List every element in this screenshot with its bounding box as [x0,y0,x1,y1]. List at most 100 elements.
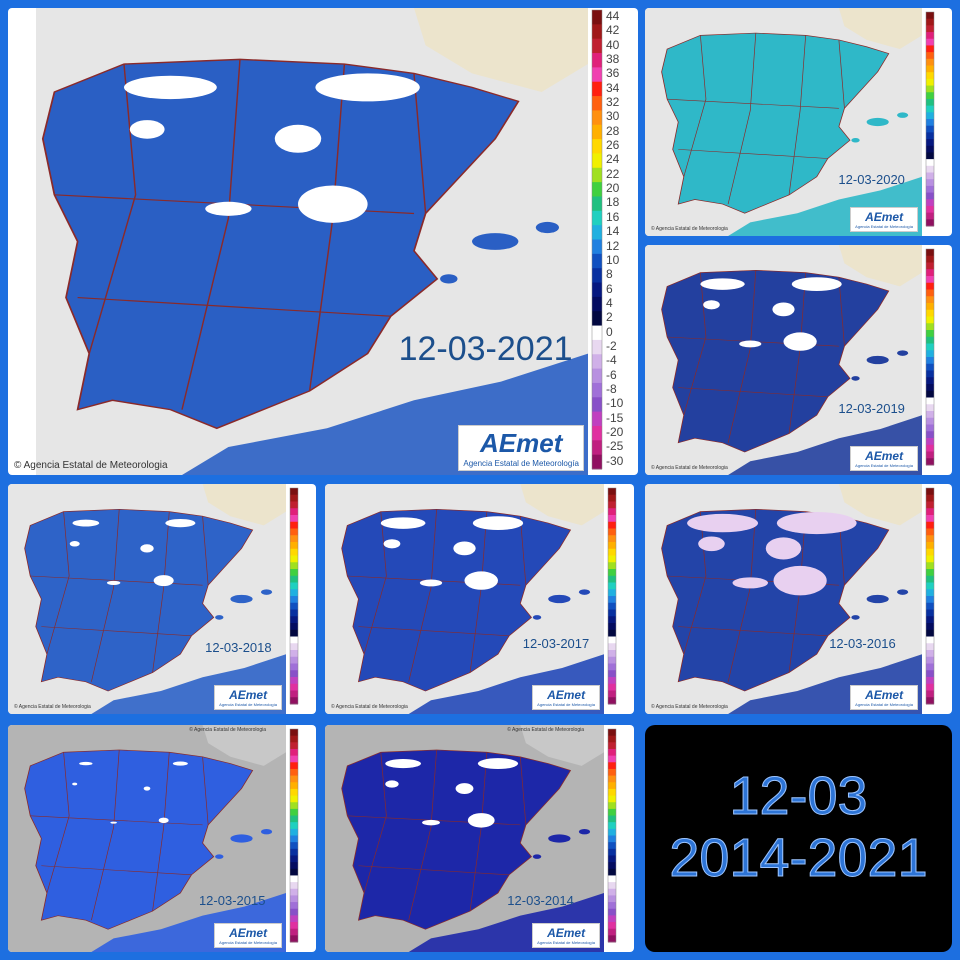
logo-name: AEmet [865,210,904,224]
legend-cell [608,795,616,803]
legend-cell [592,153,602,169]
legend-cell [290,643,298,651]
legend-cell [926,542,934,550]
logo-name: AEmet [229,688,268,702]
map-panel: 12-03-2016 © Agencia Estatal de Meteorolo… [645,484,952,714]
legend-cell [608,815,616,823]
logo: AEmet Agencia Estatal de Meteorología [532,923,600,948]
legend-cell [592,196,602,212]
legend-cell [608,888,616,896]
map-panel: 12-03-2015 © Agencia Estatal de Meteorolo… [8,725,316,952]
logo: AEmet Agencia Estatal de Meteorología [214,685,282,710]
legend-label: 0 [606,324,613,339]
legend-cell [290,697,298,705]
legend-cell [926,656,934,664]
map-area [36,8,588,475]
logo: AEmet Agencia Estatal de Meteorología [850,446,918,471]
snow [383,539,401,549]
legend-label: 28 [606,123,620,138]
legend-cell [290,515,298,523]
legend-frame [925,11,935,227]
island [851,615,860,620]
legend-cell [290,542,298,550]
legend-cell [926,438,934,446]
legend-cell [608,535,616,543]
legend-cell [608,762,616,770]
snow [274,124,322,153]
legend-cell [926,255,934,263]
france [202,484,286,526]
legend-cell [926,397,934,405]
snow [773,565,827,596]
legend-cell [608,835,616,843]
legend-cell [290,670,298,678]
legend-cell [926,323,934,331]
legend-label: -25 [606,439,624,454]
legend-cell [608,908,616,916]
legend-cell [592,296,602,312]
legend-cell [290,908,298,916]
legend-cell [592,96,602,111]
legend-cell [926,431,934,439]
legend-cell [290,842,298,850]
iberia [41,58,520,430]
legend-label: 24 [606,152,620,167]
snow [765,537,802,560]
legend-cell [592,397,602,413]
legend-cell [592,311,602,327]
legend-cell [926,172,934,180]
legend-cell [290,528,298,536]
iberia [661,32,890,214]
legend-cell [608,683,616,691]
legend-cell [290,902,298,910]
legend-cell [290,868,298,876]
logo-name: AEmet [229,926,268,940]
logo-name: AEmet [865,688,904,702]
legend-cell [608,555,616,563]
logo-name: AEmet [480,428,563,458]
island [215,854,224,859]
snow [732,577,768,589]
map-area [645,484,922,714]
legend-cell [926,451,934,459]
legend-cell [926,370,934,378]
legend-cell [592,268,602,284]
legend-cell [926,650,934,658]
logo: AEmet Agencia Estatal de Meteorología [850,207,918,232]
iberia [24,749,254,930]
legend-cell [926,690,934,698]
legend-cell [926,52,934,60]
credit: © Agencia Estatal de Meteorologia [651,465,728,471]
legend-cell [290,623,298,631]
legend-cell [290,508,298,516]
legend-cell [608,602,616,610]
map [645,8,935,236]
legend-cell [926,663,934,671]
legend-cell [926,12,934,20]
legend-cell [608,862,616,870]
snow [464,571,498,590]
legend-label: 36 [606,66,620,81]
france [838,8,922,50]
legend-cell [290,650,298,658]
credit: © Agencia Estatal de Meteorologia [507,727,584,733]
france [838,245,922,287]
legend-cell [592,124,602,140]
island [532,854,542,859]
legend-cell [608,915,616,923]
legend-cell [290,802,298,810]
legend-label: 16 [606,209,620,224]
logo-name: AEmet [865,449,904,463]
legend-cell [608,636,616,644]
legend-cell [608,788,616,797]
snow [72,519,100,527]
snow [698,536,725,552]
legend-cell [608,656,616,664]
map-shapes [661,484,922,714]
legend-cell [926,548,934,556]
legend-cell [290,735,298,743]
legend-cell [926,629,934,637]
legend-cell [608,515,616,523]
legend-cell [592,210,602,226]
island [897,112,909,118]
